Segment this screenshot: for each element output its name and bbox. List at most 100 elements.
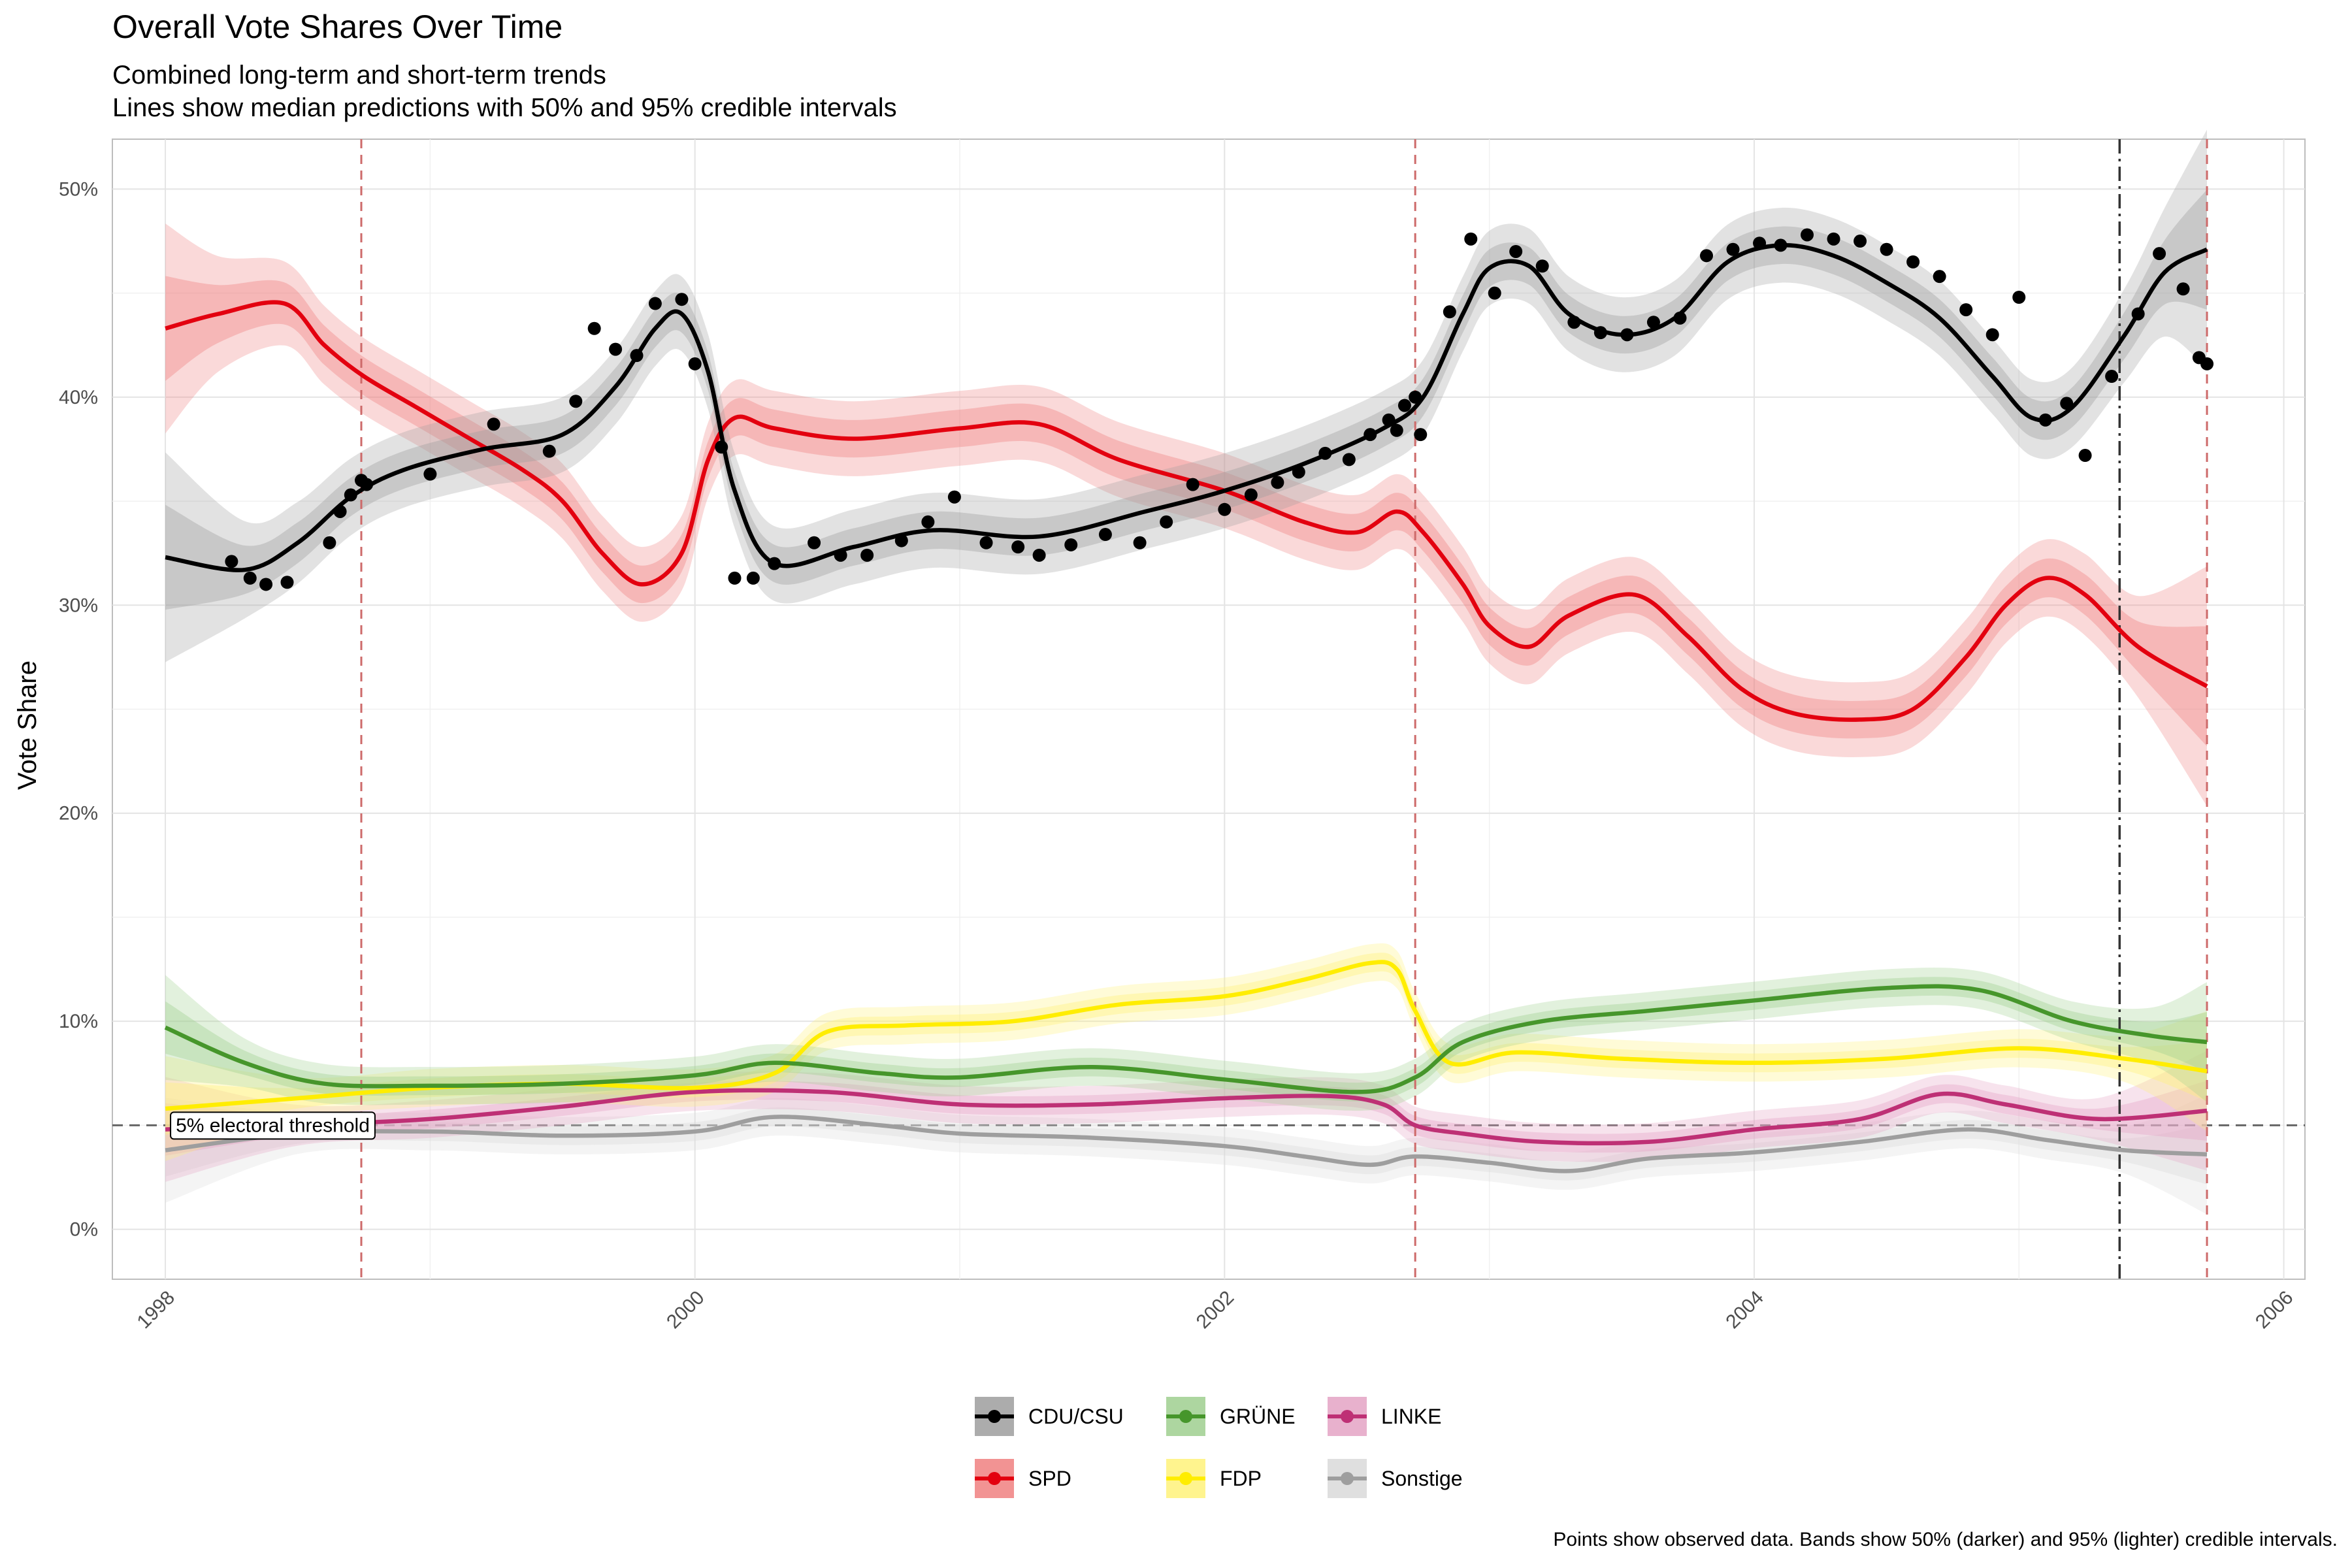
credible-band-spd [165, 223, 2207, 806]
data-point-cdu/csu [728, 571, 742, 585]
legend-key-point [1179, 1410, 1192, 1423]
data-point-cdu/csu [1186, 478, 1200, 491]
data-point-cdu/csu [648, 297, 662, 310]
data-point-cdu/csu [1271, 476, 1284, 489]
data-point-cdu/csu [1509, 244, 1523, 258]
data-point-cdu/csu [947, 490, 961, 504]
data-point-cdu/csu [1488, 286, 1501, 300]
data-point-cdu/csu [1801, 228, 1814, 242]
data-point-cdu/csu [1160, 515, 1173, 529]
y-tick-label: 0% [70, 1219, 98, 1241]
legend-label: Sonstige [1381, 1467, 1463, 1490]
data-point-cdu/csu [1397, 399, 1411, 412]
credible-band-sonstige [165, 1094, 2207, 1215]
legend-item-spd: SPD [975, 1459, 1071, 1498]
data-point-cdu/csu [1535, 259, 1549, 273]
chart-subtitle-line-1: Combined long-term and short-term trends [112, 61, 606, 90]
y-axis-title: Vote Share [13, 661, 42, 790]
data-point-cdu/csu [746, 571, 760, 585]
threshold-label: 5% electoral threshold [176, 1115, 370, 1136]
chart-title: Overall Vote Shares Over Time [112, 8, 563, 45]
data-point-cdu/csu [1218, 502, 1232, 516]
data-point-cdu/csu [1098, 528, 1112, 542]
data-point-cdu/csu [1011, 540, 1025, 554]
legend-key-point [1341, 1410, 1354, 1423]
data-point-cdu/csu [2078, 449, 2092, 463]
data-point-cdu/csu [587, 321, 601, 335]
data-point-cdu/csu [1985, 328, 1999, 342]
legend-key-point [1179, 1472, 1192, 1485]
data-point-cdu/csu [323, 536, 336, 549]
caption: Points show observed data. Bands show 50… [1553, 1529, 2338, 1550]
data-point-cdu/csu [1414, 428, 1428, 442]
y-tick-label: 20% [59, 803, 98, 825]
median-line-spd [165, 300, 2208, 722]
data-point-cdu/csu [1699, 249, 1713, 263]
legend-item-grüne: GRÜNE [1166, 1397, 1296, 1436]
data-point-cdu/csu [1443, 305, 1456, 319]
data-point-cdu/csu [2200, 357, 2214, 370]
median-line-sonstige [165, 1115, 2208, 1173]
threshold-label-box [170, 1111, 376, 1140]
data-point-cdu/csu [979, 536, 993, 549]
legend: CDU/CSU GRÜNE LINKE SPD FDP Sonstige [975, 1397, 1463, 1498]
data-point-cdu/csu [921, 515, 935, 529]
median-line-linke [165, 1088, 2208, 1146]
data-point-cdu/csu [280, 576, 294, 589]
credible-band-cdu/csu [165, 129, 2207, 662]
plot-area: 0%10%20%30%40%50%1998 2000 2002 2004 20065% … [59, 129, 2306, 1333]
data-point-cdu/csu [675, 293, 689, 306]
chart-subtitle-line-2: Lines show median predictions with 50% a… [112, 93, 897, 122]
legend-item-cdu/csu: CDU/CSU [975, 1397, 1124, 1436]
legend-item-sonstige: Sonstige [1328, 1459, 1463, 1498]
credible-band-sonstige [165, 1107, 2207, 1184]
y-tick-label: 30% [59, 595, 98, 616]
legend-key-point [1341, 1472, 1354, 1485]
data-point-cdu/csu [225, 555, 238, 568]
data-point-cdu/csu [1854, 235, 1867, 248]
legend-label: GRÜNE [1220, 1405, 1296, 1428]
legend-label: FDP [1220, 1467, 1262, 1490]
y-tick-label: 40% [59, 387, 98, 408]
data-point-cdu/csu [808, 536, 821, 549]
data-point-cdu/csu [1646, 316, 1660, 329]
data-point-cdu/csu [860, 548, 874, 562]
data-point-cdu/csu [2176, 282, 2190, 296]
credible-band-fdp [165, 943, 2207, 1162]
data-point-cdu/csu [2105, 370, 2119, 384]
legend-label: SPD [1028, 1467, 1071, 1490]
data-point-cdu/csu [1464, 232, 1478, 246]
data-point-cdu/csu [1880, 242, 1893, 256]
data-point-cdu/csu [569, 395, 583, 408]
median-line-grüne [164, 984, 2208, 1094]
data-point-cdu/csu [688, 357, 702, 370]
data-point-cdu/csu [487, 417, 500, 431]
legend-label: LINKE [1381, 1405, 1441, 1428]
data-point-cdu/csu [1032, 548, 1046, 562]
credible-band-spd [165, 276, 2207, 747]
data-point-cdu/csu [1244, 488, 1258, 502]
data-point-cdu/csu [1390, 423, 1403, 437]
y-tick-label: 10% [59, 1011, 98, 1032]
data-point-cdu/csu [423, 467, 437, 481]
median-line-cdu/csu [165, 242, 2208, 572]
data-point-cdu/csu [542, 444, 556, 458]
data-point-cdu/csu [1064, 538, 1078, 551]
credible-band-linke [165, 1051, 2207, 1182]
data-point-cdu/csu [609, 342, 623, 356]
data-point-cdu/csu [1959, 303, 1973, 317]
legend-key-point [988, 1472, 1001, 1485]
legend-key-point [988, 1410, 1001, 1423]
data-point-cdu/csu [243, 571, 257, 585]
y-tick-label: 50% [59, 178, 98, 200]
data-point-cdu/csu [1133, 536, 1147, 549]
legend-label: CDU/CSU [1028, 1405, 1124, 1428]
legend-item-fdp: FDP [1166, 1459, 1262, 1498]
data-point-cdu/csu [1342, 453, 1356, 466]
data-point-cdu/csu [2153, 247, 2166, 261]
data-point-cdu/csu [259, 578, 273, 591]
legend-item-linke: LINKE [1328, 1397, 1441, 1436]
data-point-cdu/csu [1906, 255, 1920, 269]
data-point-cdu/csu [1726, 242, 1740, 256]
